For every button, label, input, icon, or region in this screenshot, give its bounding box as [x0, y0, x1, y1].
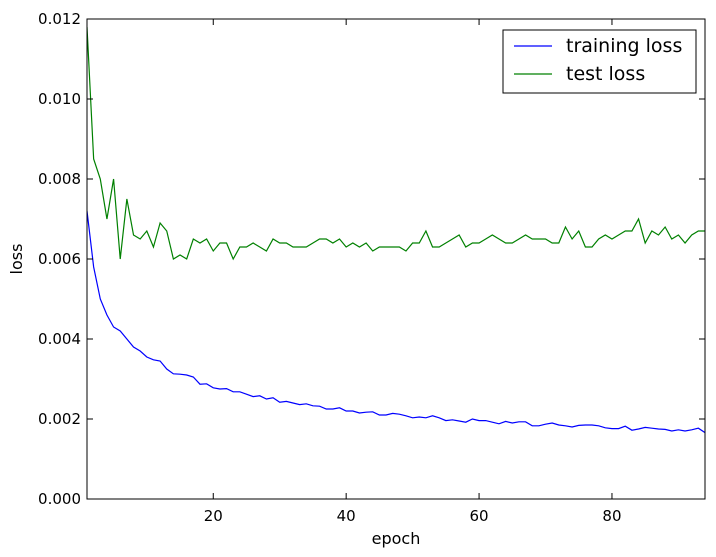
- legend-box: [502, 29, 697, 94]
- y-tick-label: 0.006: [38, 250, 81, 268]
- plot-area: [87, 26, 705, 434]
- legend-label-training-loss: training loss: [566, 35, 682, 57]
- legend-label-test-loss: test loss: [566, 63, 645, 85]
- x-tick-label: 40: [337, 507, 356, 525]
- series-layer: [87, 26, 705, 434]
- y-tick-label: 0.002: [38, 410, 81, 428]
- y-axis-label: loss: [7, 244, 26, 275]
- series-line-test-loss: [87, 26, 705, 261]
- x-axis-label: epoch: [372, 529, 421, 548]
- y-tick-label: 0.008: [38, 170, 81, 188]
- y-tick-label: 0.010: [38, 90, 81, 108]
- y-tick-label: 0.000: [38, 490, 81, 508]
- ticks-layer: 20 40 60 80 0.000 0.002 0.004 0.006 0.008 0.010 0.…: [38, 10, 705, 525]
- y-tick-label: 0.012: [38, 10, 81, 28]
- series-line-training-loss: [87, 210, 705, 434]
- legend: training loss test loss: [502, 29, 697, 94]
- x-tick-label: 60: [470, 507, 489, 525]
- y-tick-label: 0.004: [38, 330, 81, 348]
- x-tick-label: 20: [204, 507, 223, 525]
- x-tick-label: 80: [602, 507, 621, 525]
